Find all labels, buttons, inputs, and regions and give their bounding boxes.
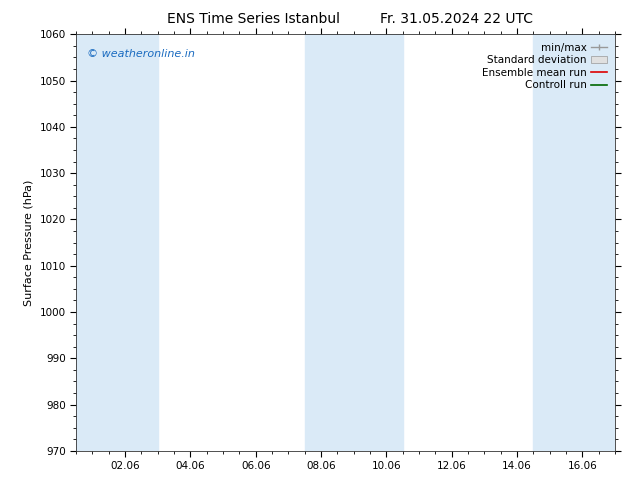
Text: Fr. 31.05.2024 22 UTC: Fr. 31.05.2024 22 UTC xyxy=(380,12,533,26)
Legend: min/max, Standard deviation, Ensemble mean run, Controll run: min/max, Standard deviation, Ensemble me… xyxy=(479,40,610,94)
Text: © weatheronline.in: © weatheronline.in xyxy=(87,49,195,59)
Text: ENS Time Series Istanbul: ENS Time Series Istanbul xyxy=(167,12,340,26)
Bar xyxy=(305,34,403,451)
Bar xyxy=(533,34,615,451)
Y-axis label: Surface Pressure (hPa): Surface Pressure (hPa) xyxy=(24,179,34,306)
Bar xyxy=(76,34,158,451)
